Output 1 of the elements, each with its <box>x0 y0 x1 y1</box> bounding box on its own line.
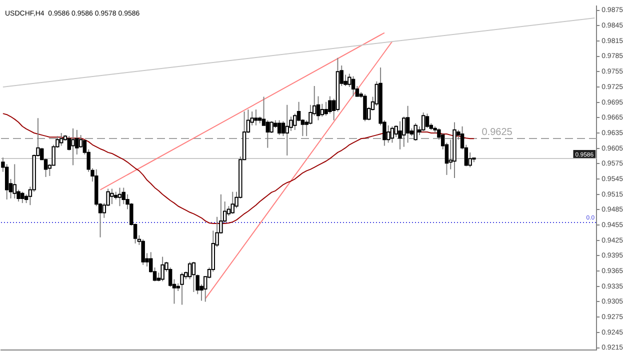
ref-line-label: 0.9625 <box>482 126 513 138</box>
